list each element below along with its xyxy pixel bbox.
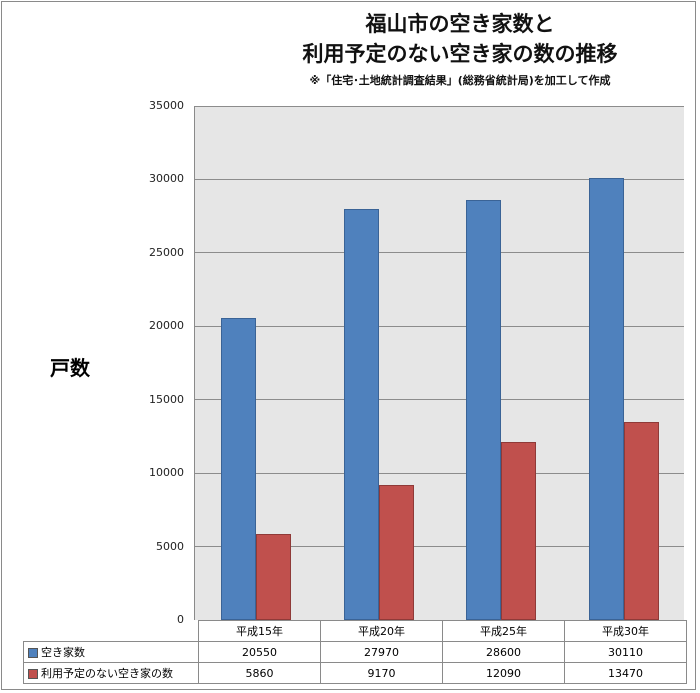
plot-area — [194, 105, 684, 620]
bar-vacant-houses — [466, 200, 501, 620]
legend-swatch-blue — [28, 648, 38, 658]
y-tick-label: 35000 — [149, 99, 184, 112]
data-table-row: 空き家数 20550 27970 28600 30110 — [23, 641, 687, 663]
data-cell: 13470 — [564, 662, 687, 684]
bar-vacant-houses — [221, 318, 256, 620]
y-tick-label: 15000 — [149, 392, 184, 406]
data-cell: 5860 — [198, 662, 321, 684]
data-table-header-row: 平成15年 平成20年 平成25年 平成30年 — [23, 620, 687, 642]
y-tick-label: 20000 — [149, 319, 184, 333]
chart-subtitle: ※「住宅･土地統計調査結果」(総務省統計局)を加工して作成 — [309, 74, 611, 87]
data-cell: 28600 — [442, 641, 565, 663]
bar-unplanned-vacant-houses — [256, 533, 291, 620]
bar-unplanned-vacant-houses — [501, 442, 536, 620]
gridline — [195, 472, 684, 474]
data-table-header: 平成20年 — [320, 620, 443, 642]
gridline — [195, 325, 684, 327]
y-tick-label: 0 — [177, 613, 184, 626]
gridline — [195, 252, 684, 254]
data-table-header: 平成25年 — [442, 620, 565, 642]
data-table-row: 利用予定のない空き家の数 5860 9170 12090 13470 — [23, 662, 687, 684]
gridline — [195, 178, 684, 180]
bar-unplanned-vacant-houses — [623, 422, 659, 620]
y-axis-label: 戸数 — [50, 356, 90, 380]
data-cell: 9170 — [320, 662, 443, 684]
data-table-header: 平成15年 — [198, 620, 321, 642]
legend-item-unplanned-vacant-houses: 利用予定のない空き家の数 — [23, 662, 199, 684]
data-table-header: 平成30年 — [564, 620, 687, 642]
y-tick-label: 10000 — [149, 466, 184, 480]
bar-unplanned-vacant-houses — [378, 485, 414, 620]
gridline — [195, 546, 684, 548]
data-cell: 30110 — [564, 641, 687, 663]
y-tick-label: 25000 — [149, 245, 184, 259]
chart-title-line-1: 福山市の空き家数と — [365, 12, 555, 36]
y-tick-label: 5000 — [156, 539, 184, 553]
y-tick-label: 30000 — [149, 172, 184, 186]
chart-title-line-2: 利用予定のない空き家の数の推移 — [302, 42, 618, 66]
data-cell: 20550 — [198, 641, 321, 663]
legend-swatch-red — [28, 669, 38, 679]
data-cell: 12090 — [442, 662, 565, 684]
gridline — [195, 399, 684, 401]
data-table: 平成15年 平成20年 平成25年 平成30年 空き家数 20550 27970… — [23, 620, 687, 684]
legend-item-vacant-houses: 空き家数 — [23, 641, 199, 663]
legend-label: 利用予定のない空き家の数 — [41, 667, 173, 680]
bar-vacant-houses — [588, 177, 624, 620]
bar-vacant-houses — [343, 209, 379, 620]
gridline — [195, 105, 684, 107]
data-cell: 27970 — [320, 641, 443, 663]
data-table-corner — [23, 620, 199, 642]
legend-label: 空き家数 — [41, 646, 85, 659]
